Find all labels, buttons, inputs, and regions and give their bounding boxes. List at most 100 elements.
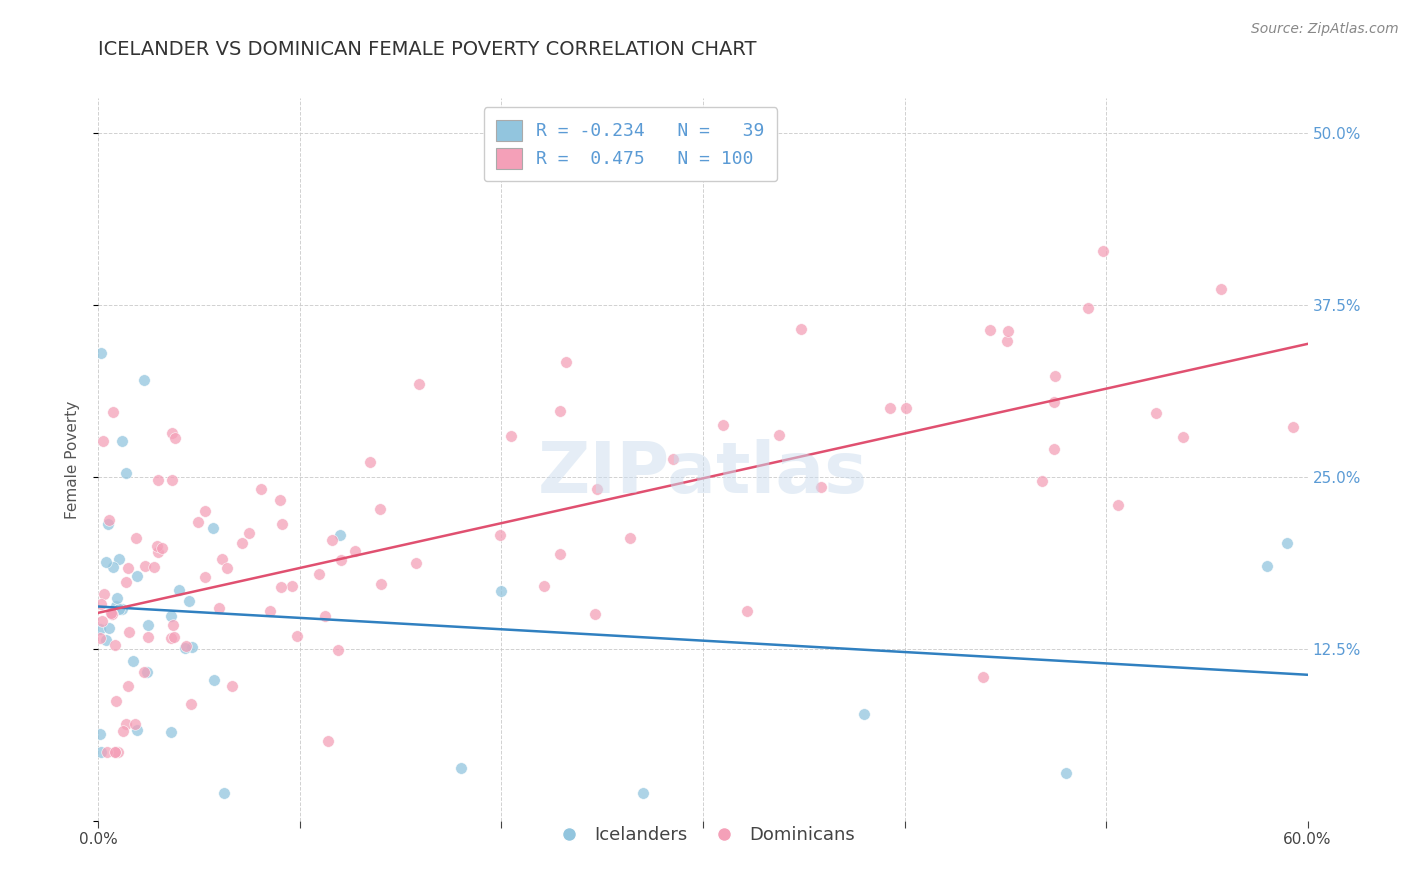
Point xyxy=(308,567,330,582)
Point xyxy=(321,533,343,547)
Point xyxy=(163,431,186,445)
Point xyxy=(90,597,112,611)
Point xyxy=(111,724,134,739)
Point xyxy=(89,631,111,645)
Point xyxy=(136,618,159,632)
Point xyxy=(127,723,149,737)
Point xyxy=(134,558,156,573)
Point xyxy=(202,673,225,688)
Point xyxy=(160,609,183,624)
Point xyxy=(162,617,184,632)
Point xyxy=(491,583,513,598)
Point xyxy=(104,638,127,652)
Point xyxy=(150,541,173,556)
Point xyxy=(111,434,134,449)
Point xyxy=(238,525,260,540)
Point xyxy=(96,745,118,759)
Point xyxy=(879,401,901,415)
Point xyxy=(160,473,183,487)
Point xyxy=(231,535,253,549)
Point xyxy=(548,547,571,561)
Point xyxy=(127,569,149,583)
Point xyxy=(180,697,202,711)
Point xyxy=(450,761,472,775)
Point xyxy=(768,428,790,442)
Point xyxy=(585,483,607,497)
Point xyxy=(177,594,200,608)
Point xyxy=(108,552,131,566)
Point xyxy=(489,527,512,541)
Point xyxy=(193,504,215,518)
Point xyxy=(96,632,118,647)
Point xyxy=(1256,559,1278,574)
Point xyxy=(1209,282,1232,296)
Point xyxy=(108,602,131,616)
Point xyxy=(105,591,128,606)
Point xyxy=(121,654,143,668)
Point xyxy=(270,581,292,595)
Point xyxy=(1077,301,1099,315)
Point xyxy=(735,604,758,618)
Point xyxy=(136,665,159,679)
Point xyxy=(631,786,654,800)
Point xyxy=(101,607,124,621)
Point xyxy=(91,614,114,628)
Point xyxy=(208,600,231,615)
Point xyxy=(115,466,138,480)
Point xyxy=(111,601,134,615)
Point xyxy=(662,451,685,466)
Point xyxy=(979,323,1001,337)
Point xyxy=(259,604,281,618)
Point xyxy=(89,726,111,740)
Point xyxy=(217,561,239,575)
Point xyxy=(1031,474,1053,488)
Point xyxy=(405,556,427,570)
Point xyxy=(100,606,122,620)
Point xyxy=(359,455,381,469)
Point xyxy=(103,405,125,419)
Point xyxy=(853,707,876,722)
Point xyxy=(221,679,243,693)
Point xyxy=(89,622,111,636)
Point xyxy=(173,640,195,655)
Point xyxy=(1107,498,1129,512)
Point xyxy=(370,577,392,591)
Point xyxy=(124,716,146,731)
Point xyxy=(270,516,292,531)
Point xyxy=(146,474,169,488)
Point xyxy=(105,694,128,708)
Point xyxy=(159,631,181,645)
Point xyxy=(115,717,138,731)
Point xyxy=(789,321,811,335)
Point xyxy=(125,532,148,546)
Point xyxy=(269,492,291,507)
Point xyxy=(117,625,139,640)
Point xyxy=(533,579,555,593)
Point xyxy=(107,745,129,759)
Point xyxy=(1144,405,1167,419)
Point xyxy=(995,334,1018,348)
Point xyxy=(368,501,391,516)
Point xyxy=(97,516,120,531)
Point xyxy=(148,545,170,559)
Point xyxy=(132,665,155,680)
Point xyxy=(583,607,606,621)
Point xyxy=(408,377,430,392)
Point xyxy=(555,355,578,369)
Point xyxy=(1092,244,1115,258)
Point xyxy=(117,561,139,575)
Point xyxy=(115,574,138,589)
Point xyxy=(160,725,183,739)
Y-axis label: Female Poverty: Female Poverty xyxy=(65,401,80,518)
Point xyxy=(117,679,139,693)
Point xyxy=(104,745,127,759)
Point xyxy=(1171,430,1194,444)
Point xyxy=(104,599,127,613)
Point xyxy=(91,434,114,448)
Point xyxy=(211,552,233,566)
Point xyxy=(169,583,191,598)
Point xyxy=(90,745,112,759)
Point xyxy=(249,482,271,496)
Point xyxy=(93,587,115,601)
Point xyxy=(97,621,120,635)
